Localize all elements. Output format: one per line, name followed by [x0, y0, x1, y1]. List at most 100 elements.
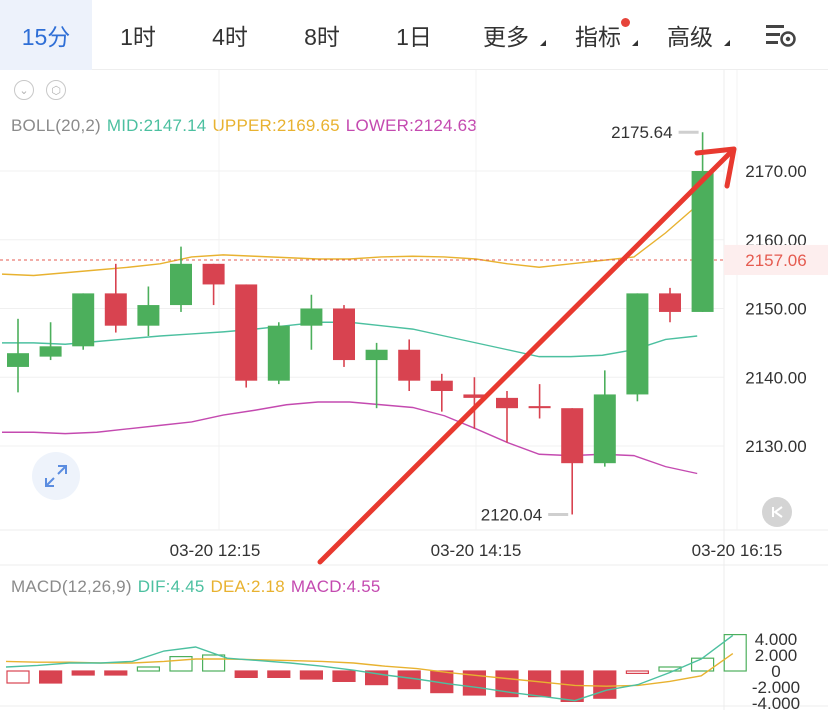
annotation-arrow-head: [694, 146, 737, 189]
time-tick-label: 03-20 14:15: [431, 541, 522, 560]
boll-legend: BOLL(20,2) MID:2147.14 UPPER:2169.65 LOWER:…: [11, 116, 483, 136]
dropdown-triangle-icon: [632, 40, 638, 46]
notification-dot: [621, 18, 630, 27]
macd-bar: [202, 654, 226, 672]
macd-tick-label: 4.000: [755, 630, 798, 649]
price-tick-label: 2130.00: [745, 437, 806, 456]
macd-bar: [462, 670, 486, 696]
macd-dif: DIF:4.45: [137, 577, 205, 596]
tab-0[interactable]: 15分: [0, 0, 92, 70]
boll-lower: LOWER:2124.63: [345, 116, 477, 135]
macd-bar: [299, 670, 323, 680]
macd-dif-line: [5, 634, 734, 702]
candle-body: [463, 394, 486, 398]
max-price-label: 2175.64: [611, 123, 672, 142]
macd-bar: [71, 670, 95, 676]
dropdown-triangle-icon: [724, 40, 730, 46]
price-tick-label: 2150.00: [745, 300, 806, 319]
skip-back-icon: [772, 506, 783, 518]
tab-label: 1时: [120, 24, 156, 50]
tab-6[interactable]: 指标: [552, 0, 644, 70]
scroll-to-start-button[interactable]: [762, 497, 792, 527]
expand-arrows-icon: [45, 465, 67, 487]
candle-body: [528, 406, 551, 409]
macd-tick-label: 0: [771, 662, 780, 681]
macd-bar: [136, 666, 160, 672]
candle-body: [72, 293, 95, 347]
min-price-label: 2120.04: [481, 505, 542, 524]
candle-body: [691, 171, 714, 312]
tab-label: 8时: [304, 24, 340, 50]
tab-label: 更多: [483, 24, 529, 50]
candle-body: [267, 325, 290, 381]
candle-body: [170, 263, 192, 306]
candle-body: [39, 346, 62, 357]
macd-name: MACD(12,26,9): [11, 577, 132, 596]
candle-body: [137, 305, 160, 326]
macd-bar: [234, 670, 258, 679]
macd-bar: [527, 670, 552, 698]
tab-label: 15分: [21, 24, 71, 50]
hexagon-settings-icon[interactable]: ⬡: [46, 80, 66, 100]
macd-bar: [38, 670, 63, 684]
macd-bar: [169, 655, 193, 672]
macd-legend: MACD(12,26,9) DIF:4.45 DEA:2.18 MACD:4.55: [11, 577, 387, 597]
tab-4[interactable]: 1日: [368, 0, 460, 70]
current-price-box: [724, 244, 828, 275]
candle-body: [659, 293, 681, 312]
candle-body: [104, 293, 127, 326]
tab-label: 1日: [396, 24, 432, 50]
macd-bar: [593, 670, 617, 699]
time-tick-label: 03-20 16:15: [692, 541, 783, 560]
macd-bar: [658, 666, 682, 672]
candle-body: [7, 353, 29, 367]
tab-label: 4时: [212, 24, 248, 50]
candle-body: [561, 408, 584, 464]
macd-bar: [332, 670, 356, 682]
candle-body: [626, 293, 649, 395]
current-price-label: 2157.06: [745, 251, 806, 270]
chart-toolbar: ⌄ ⬡: [14, 80, 66, 100]
tab-7[interactable]: 高级: [644, 0, 736, 70]
macd-bar: [625, 670, 650, 674]
candle-body: [202, 263, 225, 285]
macd-bar: [723, 633, 747, 672]
price-tick-label: 2170.00: [745, 162, 806, 181]
macd-value: MACD:4.55: [290, 577, 381, 596]
annotation-arrow-shaft: [317, 148, 735, 565]
tab-1[interactable]: 1时: [92, 0, 184, 70]
tab-5[interactable]: 更多: [460, 0, 552, 70]
dropdown-triangle-icon: [540, 40, 546, 46]
candle-body: [235, 284, 258, 381]
tab-2[interactable]: 4时: [184, 0, 276, 70]
tab-label: 指标: [575, 24, 621, 50]
price-tick-label: 2140.00: [745, 368, 806, 387]
macd-tick-label: -4.000: [752, 694, 800, 710]
macd-dea: DEA:2.18: [210, 577, 285, 596]
tab-3[interactable]: 8时: [276, 0, 368, 70]
boll-upper: UPPER:2169.65: [212, 116, 340, 135]
candle-body: [398, 349, 421, 381]
macd-tick-label: 2.000: [755, 646, 798, 665]
macd-tick-label: -2.000: [752, 678, 800, 697]
candle-body: [365, 349, 388, 361]
chart-settings-icon[interactable]: [764, 22, 798, 50]
collapse-legend-icon[interactable]: ⌄: [14, 80, 34, 100]
candle-body: [333, 308, 355, 361]
boll-mid: MID:2147.14: [106, 116, 207, 135]
boll-upper-line: [1, 204, 698, 277]
macd-bar: [267, 670, 291, 679]
fullscreen-expand-button[interactable]: [32, 452, 80, 500]
time-tick-label: 03-20 12:15: [170, 541, 261, 560]
macd-bar: [397, 670, 421, 690]
candle-body: [496, 397, 518, 409]
tab-label: 高级: [667, 24, 713, 50]
candle-body: [300, 308, 323, 326]
macd-dea-line: [5, 652, 734, 687]
candle-body: [593, 394, 616, 464]
candle-body: [430, 380, 453, 391]
macd-bar: [6, 670, 30, 684]
timeframe-tabbar: 15分 1时 4时 8时 1日 更多 指标 高级: [0, 0, 828, 70]
boll-lower-line: [2, 401, 698, 475]
